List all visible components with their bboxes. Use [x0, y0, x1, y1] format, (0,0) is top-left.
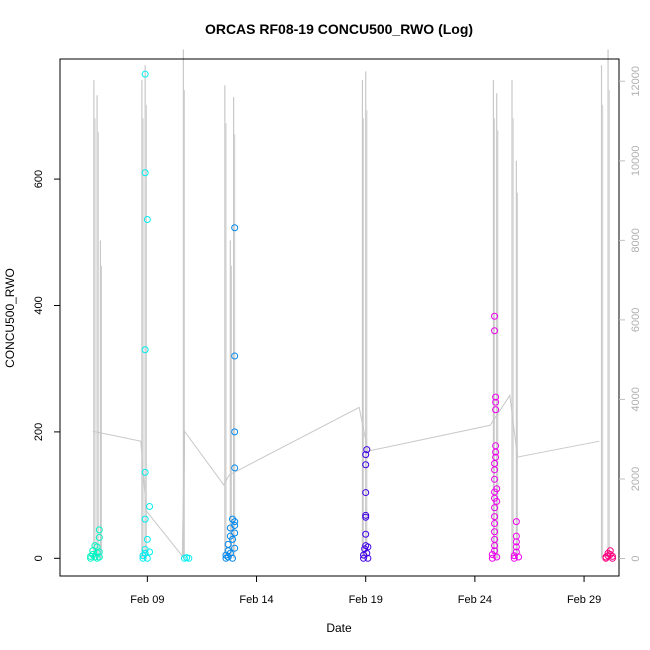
y2-tick-label: 2000	[630, 467, 642, 491]
data-point	[362, 530, 370, 538]
data-point	[231, 352, 239, 360]
data-point	[491, 504, 499, 512]
data-point	[362, 511, 370, 519]
data-point	[95, 526, 103, 534]
y2-tick-label: 10000	[630, 146, 642, 177]
y2-baseline-line	[92, 394, 600, 558]
data-point	[492, 453, 500, 461]
y2-axis: 0 2000 4000 6000 8000 10000 12000	[619, 66, 642, 562]
y2-tick-label: 8000	[630, 228, 642, 252]
data-point	[87, 554, 95, 562]
y2-tick-label: 6000	[630, 308, 642, 332]
data-point	[185, 554, 193, 562]
data-point	[360, 554, 368, 562]
data-point	[512, 532, 520, 540]
plot-frame	[59, 58, 620, 577]
data-point	[362, 451, 370, 459]
data-point	[143, 216, 151, 224]
data-point	[141, 346, 149, 354]
data-point	[493, 485, 501, 493]
chart-title: ORCAS RF08-19 CONCU500_RWO (Log)	[205, 21, 473, 37]
data-point	[491, 535, 499, 543]
data-point	[141, 169, 149, 177]
data-point	[493, 553, 501, 561]
y-axis-label: CONCU500_RWO	[3, 268, 17, 368]
y2-tick-label: 0	[630, 555, 642, 561]
data-point	[608, 554, 616, 562]
data-point	[491, 475, 499, 483]
y-tick-label: 200	[33, 423, 45, 441]
y-axis: 0 200 400 600	[33, 170, 60, 561]
data-point	[231, 518, 239, 526]
data-point	[224, 553, 232, 561]
data-point	[231, 464, 239, 472]
data-point	[146, 502, 154, 510]
x-tick-label: Feb 09	[130, 594, 164, 606]
data-point	[95, 553, 103, 561]
data-point	[231, 521, 239, 529]
data-point	[141, 70, 149, 78]
data-point	[143, 554, 151, 562]
data-point	[231, 224, 239, 232]
data-point	[231, 428, 239, 436]
data-point	[492, 442, 500, 450]
data-point	[229, 535, 237, 543]
data-point	[146, 548, 154, 556]
data-point	[362, 489, 370, 497]
data-point	[512, 543, 520, 551]
data-point	[491, 547, 499, 555]
data-point	[364, 543, 372, 551]
points-layer	[87, 70, 616, 562]
x-tick-label: Feb 14	[239, 594, 273, 606]
data-point	[362, 461, 370, 469]
data-point	[492, 393, 500, 401]
data-point	[512, 518, 520, 526]
data-point	[510, 552, 518, 560]
x-tick-label: Feb 29	[567, 594, 601, 606]
y2-tick-label: 4000	[630, 387, 642, 411]
data-point	[510, 554, 518, 562]
data-point	[491, 513, 499, 521]
y-tick-label: 400	[33, 296, 45, 314]
data-point	[231, 529, 239, 537]
data-point	[231, 544, 239, 552]
data-point	[229, 554, 237, 562]
data-point	[608, 552, 616, 560]
data-point	[606, 551, 614, 559]
data-point	[492, 398, 500, 406]
data-point	[488, 554, 496, 562]
data-point	[515, 553, 523, 561]
data-point	[141, 515, 149, 523]
data-point	[363, 446, 371, 454]
data-point	[491, 312, 499, 320]
x-tick-label: Feb 24	[458, 594, 492, 606]
data-point	[493, 497, 501, 505]
data-point	[362, 513, 370, 521]
data-point	[364, 554, 372, 562]
data-point	[491, 327, 499, 335]
data-point	[141, 468, 149, 476]
data-point	[491, 528, 499, 536]
data-point	[143, 535, 151, 543]
data-point	[492, 406, 500, 414]
data-point	[222, 551, 230, 559]
data-point	[95, 548, 103, 556]
x-axis: Feb 09 Feb 14 Feb 19 Feb 24 Feb 29	[130, 576, 601, 606]
data-point	[224, 540, 232, 548]
y2-line-layer	[92, 49, 610, 559]
y-tick-label: 0	[33, 555, 45, 561]
y-tick-label: 600	[33, 170, 45, 188]
data-point	[95, 533, 103, 541]
data-point	[491, 520, 499, 528]
y2-tick-label: 12000	[630, 66, 642, 97]
x-axis-label: Date	[326, 621, 352, 635]
x-tick-label: Feb 19	[349, 594, 383, 606]
